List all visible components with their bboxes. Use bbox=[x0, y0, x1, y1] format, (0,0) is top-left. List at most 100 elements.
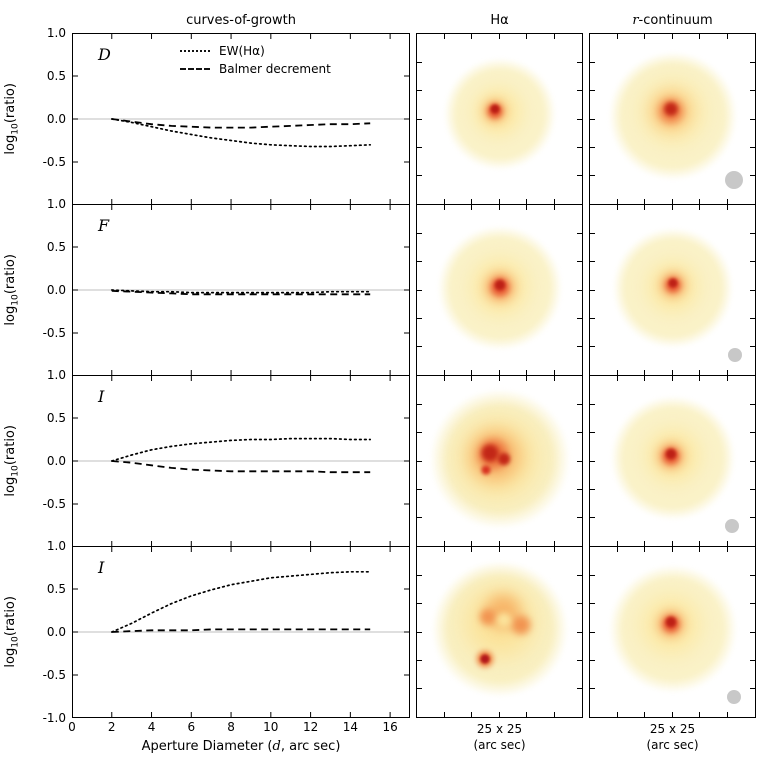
axis-tick bbox=[750, 603, 755, 605]
y-tick-label: -0.5 bbox=[42, 668, 66, 682]
halpha-caption-line2: (arc sec) bbox=[473, 737, 526, 752]
beam-size-indicator bbox=[726, 689, 741, 704]
halpha-map bbox=[416, 375, 583, 547]
legend-label: Balmer decrement bbox=[219, 62, 331, 76]
halpha-caption: 25 x 25 (arc sec) bbox=[416, 718, 583, 778]
axis-tick bbox=[577, 175, 582, 177]
axis-tick bbox=[672, 541, 673, 546]
figure-row: log10(ratio) 1.0 0.5 0.0 -0.5 F bbox=[2, 198, 773, 376]
intensity-blob bbox=[492, 277, 507, 292]
axis-tick bbox=[577, 603, 582, 605]
axis-tick bbox=[499, 199, 500, 204]
legend-entry: Balmer decrement bbox=[180, 60, 331, 78]
x-tick-label: 0 bbox=[68, 720, 76, 734]
axis-tick bbox=[590, 232, 595, 234]
axis-tick bbox=[577, 574, 582, 576]
axis-tick bbox=[577, 688, 582, 690]
title-halpha: Hα bbox=[490, 13, 509, 28]
y-tick-label: -0.5 bbox=[42, 497, 66, 511]
axis-tick bbox=[727, 205, 728, 210]
axis-tick bbox=[526, 205, 528, 210]
dotted-line-sample bbox=[180, 50, 210, 52]
axis-tick bbox=[554, 376, 555, 381]
axis-tick bbox=[554, 547, 555, 552]
figure-row: log10(ratio) 1.0 0.5 0.0 -0.5 -1.0 I bbox=[2, 540, 773, 724]
axis-tick bbox=[471, 205, 473, 210]
axis-tick bbox=[443, 34, 445, 39]
axis-tick bbox=[750, 403, 755, 405]
axis-tick bbox=[471, 541, 473, 546]
axis-tick bbox=[554, 370, 555, 375]
legend-label: EW(Hα) bbox=[219, 44, 265, 58]
axis-tick bbox=[672, 34, 673, 39]
axis-tick bbox=[750, 346, 755, 348]
axis-tick bbox=[499, 370, 500, 375]
axis-tick bbox=[526, 376, 528, 381]
ylabel-pre: log bbox=[3, 647, 19, 668]
axis-tick bbox=[727, 370, 728, 375]
panel-label: D bbox=[98, 45, 111, 64]
axis-tick bbox=[750, 289, 755, 291]
axis-tick bbox=[590, 175, 595, 177]
axis-tick bbox=[750, 90, 755, 92]
halpha-caption-line1: 25 x 25 bbox=[476, 722, 523, 736]
x-tick-label: 4 bbox=[147, 720, 156, 734]
axis-tick bbox=[590, 460, 595, 462]
axis-tick bbox=[699, 370, 701, 375]
axis-tick bbox=[526, 34, 528, 39]
axis-tick bbox=[471, 370, 473, 375]
axis-tick bbox=[526, 199, 528, 204]
axis-tick bbox=[577, 118, 582, 120]
axis-tick bbox=[417, 146, 422, 148]
panel-grid: log10(ratio) 1.0 0.5 0.0 -0.5 D EW(Hα) Balmer d… bbox=[2, 27, 773, 724]
bottom-axis-row: Aperture Diameter (d, arc sec) 0 2 4 6 8 10 12… bbox=[2, 718, 773, 778]
curves-plot: I bbox=[72, 546, 410, 718]
axis-tick bbox=[750, 488, 755, 490]
ylabel-post: (ratio) bbox=[3, 425, 19, 466]
rcontinuum-caption: 25 x 25 (arc sec) bbox=[589, 718, 756, 778]
axis-tick bbox=[417, 574, 422, 576]
axis-tick bbox=[590, 403, 595, 405]
y-axis-label-text: log10(ratio) bbox=[3, 425, 21, 497]
axis-tick bbox=[526, 712, 528, 717]
y-axis-label: log10(ratio) bbox=[2, 204, 22, 376]
x-tick-label: 10 bbox=[263, 720, 279, 734]
axis-tick bbox=[577, 289, 582, 291]
axis-tick bbox=[499, 34, 500, 39]
x-axis-label-post: , arc sec) bbox=[280, 739, 341, 754]
axis-tick bbox=[644, 547, 646, 552]
y-axis-gutter: log10(ratio) 1.0 0.5 0.0 -0.5 bbox=[2, 369, 72, 547]
rcontinuum-caption-line2: (arc sec) bbox=[646, 737, 699, 752]
ylabel-pre: log bbox=[3, 134, 19, 155]
axis-tick bbox=[499, 712, 500, 717]
y-axis-gutter: log10(ratio) 1.0 0.5 0.0 -0.5 -1.0 bbox=[2, 540, 72, 724]
titles-row: curves-of-growth Hα r -continuum bbox=[2, 0, 773, 33]
panel-label: I bbox=[98, 387, 105, 406]
rcontinuum-map bbox=[589, 204, 756, 376]
intensity-blob bbox=[478, 653, 491, 666]
axis-tick bbox=[443, 541, 445, 546]
y-tick-label: 1.0 bbox=[46, 368, 66, 382]
axis-tick bbox=[727, 547, 728, 552]
axis-tick bbox=[750, 460, 755, 462]
axis-tick bbox=[471, 547, 473, 552]
axis-tick bbox=[750, 432, 755, 434]
axis-tick bbox=[616, 547, 618, 552]
y-tick-label: 0.5 bbox=[46, 240, 66, 254]
ylabel-pre: log bbox=[3, 476, 19, 497]
y-axis-label-text: log10(ratio) bbox=[3, 83, 21, 155]
axis-tick bbox=[417, 289, 422, 291]
beam-size-indicator bbox=[728, 347, 743, 362]
y-axis-label-text: log10(ratio) bbox=[3, 596, 21, 668]
intensity-blob bbox=[496, 451, 513, 468]
curves-plot: F bbox=[72, 204, 410, 376]
axis-tick bbox=[590, 90, 595, 92]
x-tick-label: 16 bbox=[382, 720, 398, 734]
intensity-blob bbox=[663, 447, 678, 462]
axis-tick bbox=[750, 659, 755, 661]
axis-tick bbox=[590, 659, 595, 661]
axis-tick bbox=[590, 317, 595, 319]
axis-tick bbox=[417, 688, 422, 690]
axis-tick bbox=[417, 488, 422, 490]
